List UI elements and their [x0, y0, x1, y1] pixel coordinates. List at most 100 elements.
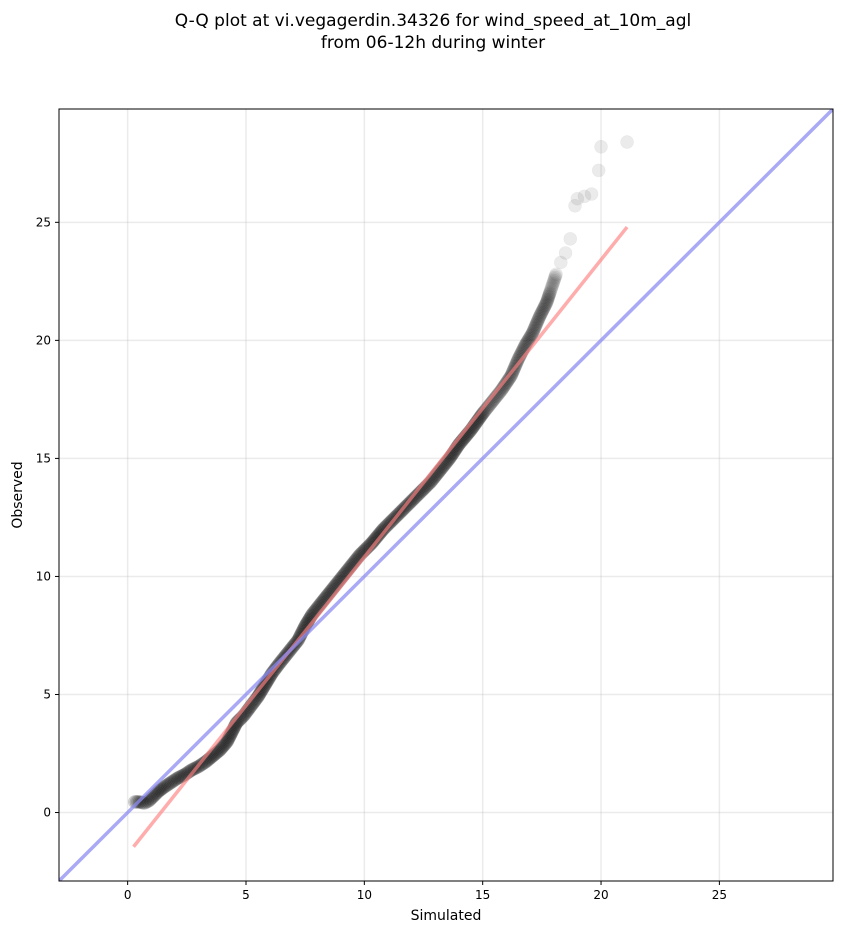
qq-point: [157, 780, 172, 794]
qq-point: [166, 774, 180, 788]
qq-point: [545, 278, 560, 293]
qq-point: [584, 187, 599, 201]
qq-point: [134, 795, 148, 810]
plot-frame: [58, 108, 834, 882]
qq-point: [145, 790, 160, 804]
x-tick-label: 15: [475, 888, 490, 902]
qq-point: [591, 163, 606, 178]
qq-point: [218, 737, 232, 751]
qq-point: [532, 309, 547, 324]
y-axis-label: Observed: [10, 461, 26, 528]
qq-point: [545, 280, 559, 294]
qq-point: [526, 324, 540, 339]
qq-point: [539, 295, 554, 310]
qq-point: [534, 307, 548, 321]
x-tick-label: 10: [357, 888, 372, 902]
chart-title-line-1: Q-Q plot at vi.vegagerdin.34326 for wind…: [175, 11, 691, 31]
qq-point: [406, 492, 420, 507]
qq-point: [527, 321, 542, 336]
qq-point: [163, 776, 178, 790]
qq-point: [540, 292, 555, 307]
qq-point: [536, 302, 550, 317]
qq-point: [146, 789, 161, 803]
qq-point: [542, 286, 557, 300]
chart-title-line-2: from 06-12h during winter: [321, 33, 545, 53]
y-tick-label: 10: [36, 569, 51, 583]
qq-point: [159, 779, 173, 793]
fit-line: [132, 225, 629, 848]
identity-line: [59, 109, 833, 881]
qq-point: [577, 189, 592, 204]
qq-point: [153, 782, 168, 797]
qq-point: [532, 311, 546, 326]
x-tick-label: 20: [593, 888, 608, 902]
qq-point: [548, 269, 563, 283]
qq-point: [524, 329, 538, 343]
qq-point: [170, 771, 185, 786]
qq-point: [531, 312, 546, 327]
x-tick-label: 25: [712, 888, 727, 902]
y-tick-label: 5: [43, 687, 51, 701]
qq-point: [548, 270, 562, 285]
qq-point: [544, 281, 559, 296]
qq-point: [167, 773, 182, 787]
qq-point: [563, 232, 578, 246]
qq-point: [171, 770, 186, 785]
qq-point: [164, 775, 179, 789]
qq-point: [546, 276, 560, 291]
qq-point: [221, 732, 236, 746]
qq-point: [540, 294, 554, 308]
y-tick-label: 20: [36, 333, 51, 347]
qq-point: [528, 318, 543, 333]
qq-point: [156, 780, 170, 795]
axis-ticks: 0 5 10 15 20 25 0 5 10 15 20 25: [36, 215, 727, 902]
qq-point: [217, 738, 231, 753]
qq-point: [155, 781, 169, 796]
y-tick-label: 0: [43, 806, 51, 820]
qq-point: [542, 287, 557, 302]
qq-point: [127, 795, 142, 809]
qq-point: [143, 792, 157, 807]
qq-point: [544, 283, 558, 297]
qq-point: [151, 784, 166, 799]
qq-point: [539, 297, 553, 311]
qq-point: [216, 739, 230, 754]
y-tick-label: 15: [36, 451, 51, 465]
qq-point: [558, 246, 573, 260]
qq-point: [533, 308, 548, 323]
qq-point: [526, 323, 541, 338]
qq-point: [149, 786, 163, 801]
qq-point: [524, 327, 539, 342]
qq-point: [213, 743, 227, 757]
qq-point: [547, 272, 562, 286]
qq-point: [546, 275, 561, 289]
qq-point: [537, 300, 552, 314]
qq-point: [620, 135, 634, 149]
x-tick-label: 5: [242, 888, 250, 902]
qq-point: [534, 305, 549, 320]
qq-point: [529, 317, 544, 332]
qq-point: [530, 315, 544, 330]
qq-point: [530, 314, 545, 329]
qq-point: [528, 320, 542, 335]
qq-point: [538, 298, 552, 313]
qq-point: [169, 772, 183, 787]
qq-point: [214, 741, 228, 756]
qq-point: [220, 734, 234, 749]
qq-point: [148, 788, 162, 802]
qq-point: [142, 793, 156, 808]
qq-point: [570, 191, 585, 206]
qq-point: [568, 198, 582, 213]
qq-point: [220, 733, 235, 748]
qq-point: [543, 284, 558, 299]
qq-point: [522, 331, 537, 346]
qq-point: [536, 301, 551, 316]
qq-point: [211, 744, 226, 758]
qq-point: [547, 273, 561, 288]
qq-point: [541, 289, 556, 304]
x-tick-label: 0: [124, 888, 132, 902]
qq-point: [219, 736, 233, 750]
grid: [59, 109, 833, 881]
